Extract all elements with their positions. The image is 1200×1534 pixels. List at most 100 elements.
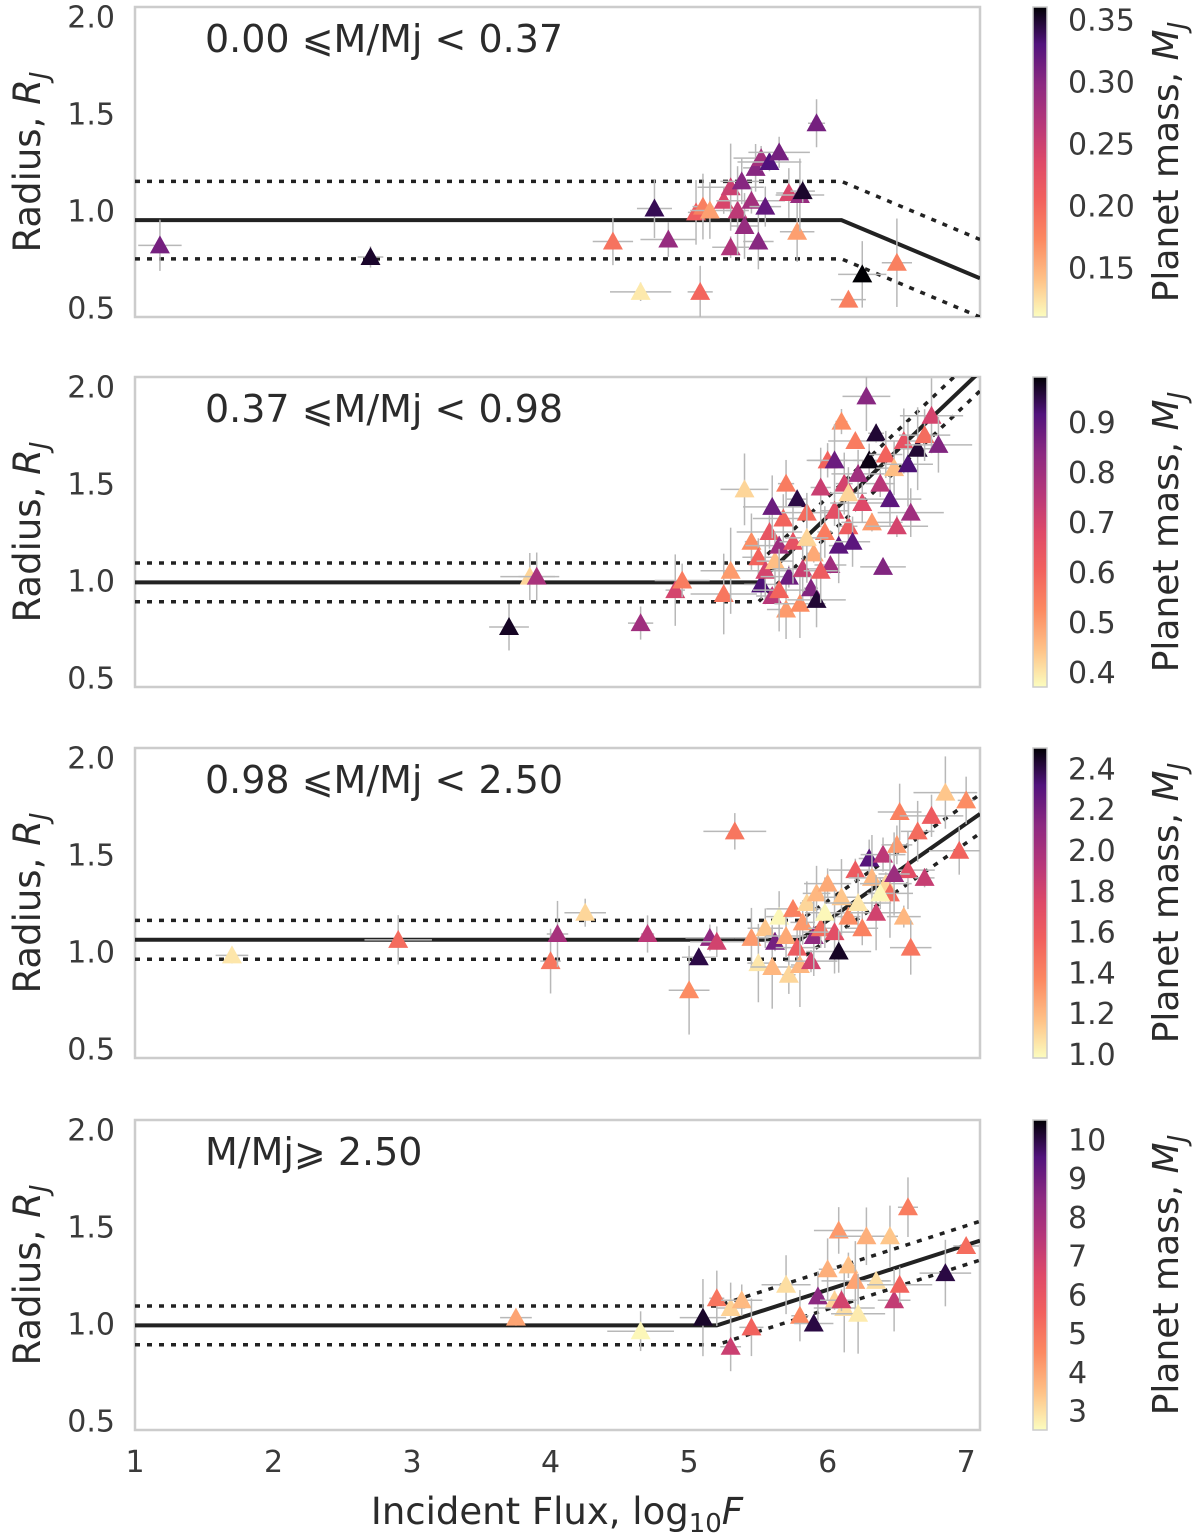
data-point (776, 925, 797, 944)
data-point (796, 527, 817, 546)
data-point (886, 516, 907, 535)
data-point (842, 531, 863, 550)
data-point (713, 190, 734, 209)
fit-lower-bound (135, 389, 980, 604)
data-point (499, 616, 520, 635)
y-tick-label: 2.0 (67, 1114, 115, 1149)
data-point (792, 558, 813, 577)
data-point (762, 956, 783, 975)
data-point (776, 473, 797, 492)
data-point (824, 500, 845, 519)
data-point (360, 246, 381, 265)
data-point (720, 1297, 741, 1316)
data-point (886, 834, 907, 853)
data-point (755, 196, 776, 215)
data-point (828, 941, 849, 960)
panel-1: 2.0 1.5 1.0 0.5 Radius, RJ 0.00 ⩽M/Mj < 0.37 0… (6, 1, 1193, 327)
x-tick-label: 1 (125, 1445, 144, 1480)
data-point (856, 386, 877, 405)
data-point (505, 1307, 526, 1326)
data-point (810, 477, 831, 496)
data-point (706, 1288, 727, 1307)
data-point (801, 951, 821, 970)
data-point (870, 473, 891, 492)
data-point (845, 1270, 866, 1289)
colorbar-tick-label: 7 (1068, 1240, 1087, 1275)
data-point (870, 883, 891, 902)
data-point (672, 570, 693, 589)
data-point (769, 906, 790, 925)
data-point (897, 1197, 918, 1216)
data-point (949, 840, 970, 859)
data-point (814, 522, 835, 540)
data-point (688, 947, 709, 966)
colorbar-tick-label: 0.6 (1068, 556, 1116, 591)
y-axis-label: Radius, RJ (6, 72, 55, 253)
colorbar-tick-label: 5 (1068, 1317, 1087, 1352)
data-point (817, 1259, 838, 1278)
data-point (852, 492, 873, 511)
data-point (575, 902, 596, 921)
data-point (828, 1220, 849, 1239)
data-point (893, 906, 914, 925)
x-tick-label: 6 (818, 1445, 837, 1480)
x-axis-label: Incident Flux, log10F (371, 1490, 744, 1534)
data-point (886, 252, 907, 271)
data-point (751, 574, 772, 593)
data-point (884, 1290, 905, 1309)
data-point (838, 1255, 859, 1274)
data-point (630, 281, 651, 300)
data-point (547, 924, 568, 942)
y-tick-label: 1.5 (67, 98, 115, 133)
data-point (806, 113, 827, 132)
data-point (803, 543, 824, 562)
colorbar-label: Planet mass, MJ (1146, 763, 1193, 1044)
colorbar-tick-label: 1.2 (1068, 997, 1116, 1032)
data-point (692, 1307, 713, 1326)
data-point (748, 231, 769, 250)
data-point (776, 1274, 797, 1293)
y-tick-label: 0.5 (67, 661, 115, 696)
data-point (824, 922, 845, 941)
data-point (720, 1336, 741, 1355)
x-tick-label: 7 (957, 1445, 976, 1480)
data-point (764, 551, 785, 570)
fit-upper-bound (135, 1219, 980, 1308)
data-point (787, 937, 808, 956)
data-point (720, 560, 741, 579)
panel-3: 2.0 1.5 1.0 0.5 Radius, RJ 0.98 ⩽M/Mj < 2.50 2… (6, 742, 1193, 1073)
data-point (848, 893, 869, 911)
data-point (755, 918, 776, 937)
colorbar-tick-label: 2.4 (1068, 752, 1116, 787)
data-point (907, 438, 928, 457)
data-point (699, 200, 720, 219)
data-point (820, 554, 841, 573)
data-point (921, 405, 942, 424)
data-point (814, 902, 835, 921)
colorbar (1032, 747, 1048, 1059)
colorbar-tick-label: 8 (1068, 1201, 1087, 1236)
data-point (831, 411, 852, 430)
colorbar (1032, 6, 1048, 318)
panel-2: 2.0 1.5 1.0 0.5 Radius, RJ 0.37 ⩽M/Mj < 0.98 0… (6, 371, 1193, 697)
data-point (921, 805, 942, 824)
data-point (727, 200, 748, 219)
data-point (665, 580, 686, 599)
data-point (859, 450, 880, 469)
colorbar-tick-label: 9 (1068, 1162, 1087, 1197)
data-point (764, 931, 785, 950)
fit-lower-bound (135, 257, 980, 317)
data-point (602, 231, 623, 250)
data-point (388, 929, 409, 948)
y-tick-label: 1.5 (67, 839, 115, 874)
colorbar-tick-label: 0.9 (1068, 406, 1116, 441)
y-tick-label: 1.0 (67, 194, 115, 229)
x-tick-label: 2 (264, 1445, 283, 1480)
colorbar-tick-label: 10 (1068, 1123, 1106, 1158)
data-point (644, 198, 665, 217)
panel-title: 0.98 ⩽M/Mj < 2.50 (205, 758, 563, 802)
data-point (724, 821, 745, 840)
data-point (810, 560, 831, 579)
colorbar-tick-label: 0.15 (1068, 251, 1135, 286)
